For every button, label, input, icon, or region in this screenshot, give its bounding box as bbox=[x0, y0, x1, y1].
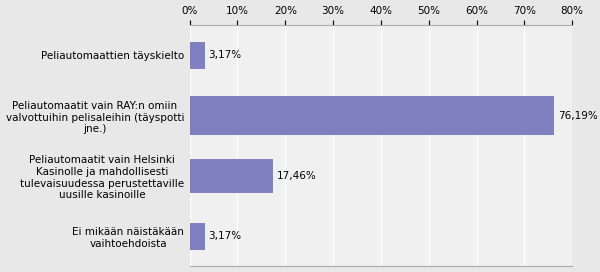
Text: 76,19%: 76,19% bbox=[558, 111, 598, 121]
Bar bbox=[190, 159, 273, 193]
Text: 17,46%: 17,46% bbox=[277, 171, 317, 181]
Bar bbox=[190, 42, 205, 69]
Text: 3,17%: 3,17% bbox=[209, 50, 242, 60]
Bar bbox=[190, 223, 205, 250]
Bar bbox=[190, 96, 554, 135]
Text: 3,17%: 3,17% bbox=[209, 231, 242, 241]
